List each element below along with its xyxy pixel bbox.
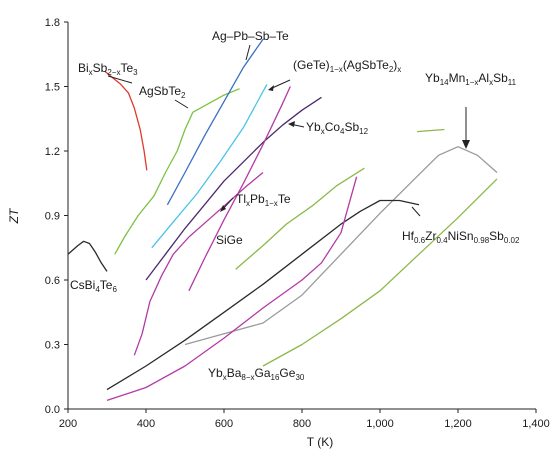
series-label: Ag–Pb–Sb–Te — [212, 29, 289, 43]
y-tick-label: 0.0 — [45, 404, 60, 416]
series-line-2 — [114, 88, 240, 255]
y-tick-label: 0.9 — [45, 211, 60, 223]
series-label: YbxCo4Sb12 — [306, 120, 369, 136]
series-label: Yb14Mn1−xAlxSb11 — [425, 71, 517, 87]
extra-curve-1 — [133, 171, 264, 356]
pointer-agsbte2 — [174, 99, 189, 109]
y-tick-label: 1.8 — [45, 17, 60, 29]
series-line-5 — [145, 96, 322, 281]
y-tick-label: 1.5 — [45, 82, 60, 94]
series-line-9 — [106, 199, 420, 391]
series-line-4 — [151, 83, 268, 249]
pointer-agpbsbte — [245, 44, 251, 61]
series-label: CsBi4Te6 — [70, 278, 117, 294]
series-line-6 — [188, 86, 291, 292]
y-tick-label: 0.3 — [45, 340, 60, 352]
y-tick-label: 0.6 — [45, 275, 60, 287]
arrowhead-tlpbte — [220, 205, 226, 212]
series-line-0 — [67, 240, 108, 272]
series-line-8 — [184, 146, 498, 346]
x-tick-label: 1,400 — [522, 418, 550, 430]
pointer-hfzrnisnsb — [411, 206, 421, 217]
series-group — [67, 38, 498, 402]
series-label: TlxPb1−xTe — [236, 192, 291, 208]
series-line-3 — [166, 38, 264, 206]
extra-curve-2 — [417, 128, 445, 133]
arrows — [107, 44, 470, 217]
series-label: YbxBa8−xGa16Ge30 — [208, 366, 305, 382]
series-line-7 — [262, 178, 498, 367]
series-line-1 — [104, 70, 148, 171]
x-tick-label: 200 — [59, 418, 77, 430]
extra-curve-0 — [235, 167, 365, 270]
y-tick-label: 1.2 — [45, 146, 60, 158]
arrowhead-ybcosb — [288, 121, 295, 127]
y-axis-title: ZT — [7, 207, 21, 224]
series-label: SiGe — [216, 233, 243, 247]
series-line-10 — [106, 176, 358, 402]
x-tick-label: 600 — [215, 418, 233, 430]
ticks: 200 400 600 800 1,000 1,200 1,400 0.0 0.3 0.6 0.9 1… — [45, 17, 550, 430]
series-label: Hf0.6Zr0.4NiSn0.98Sb0.02 — [402, 229, 520, 245]
series-label: BixSb2−xTe3 — [78, 61, 138, 77]
series-label: AgSbTe2 — [139, 84, 186, 100]
arrowhead-ybmnalsb — [462, 140, 470, 149]
pointer-bisbte — [107, 75, 133, 84]
x-axis-title: T (K) — [307, 435, 333, 449]
x-tick-label: 1,200 — [444, 418, 472, 430]
arrowhead-getesbte — [268, 85, 274, 91]
x-tick-label: 400 — [137, 418, 155, 430]
x-tick-label: 1,000 — [366, 418, 394, 430]
series-label: (GeTe)1−x(AgSbTe2)x — [293, 58, 401, 74]
x-tick-label: 800 — [293, 418, 311, 430]
